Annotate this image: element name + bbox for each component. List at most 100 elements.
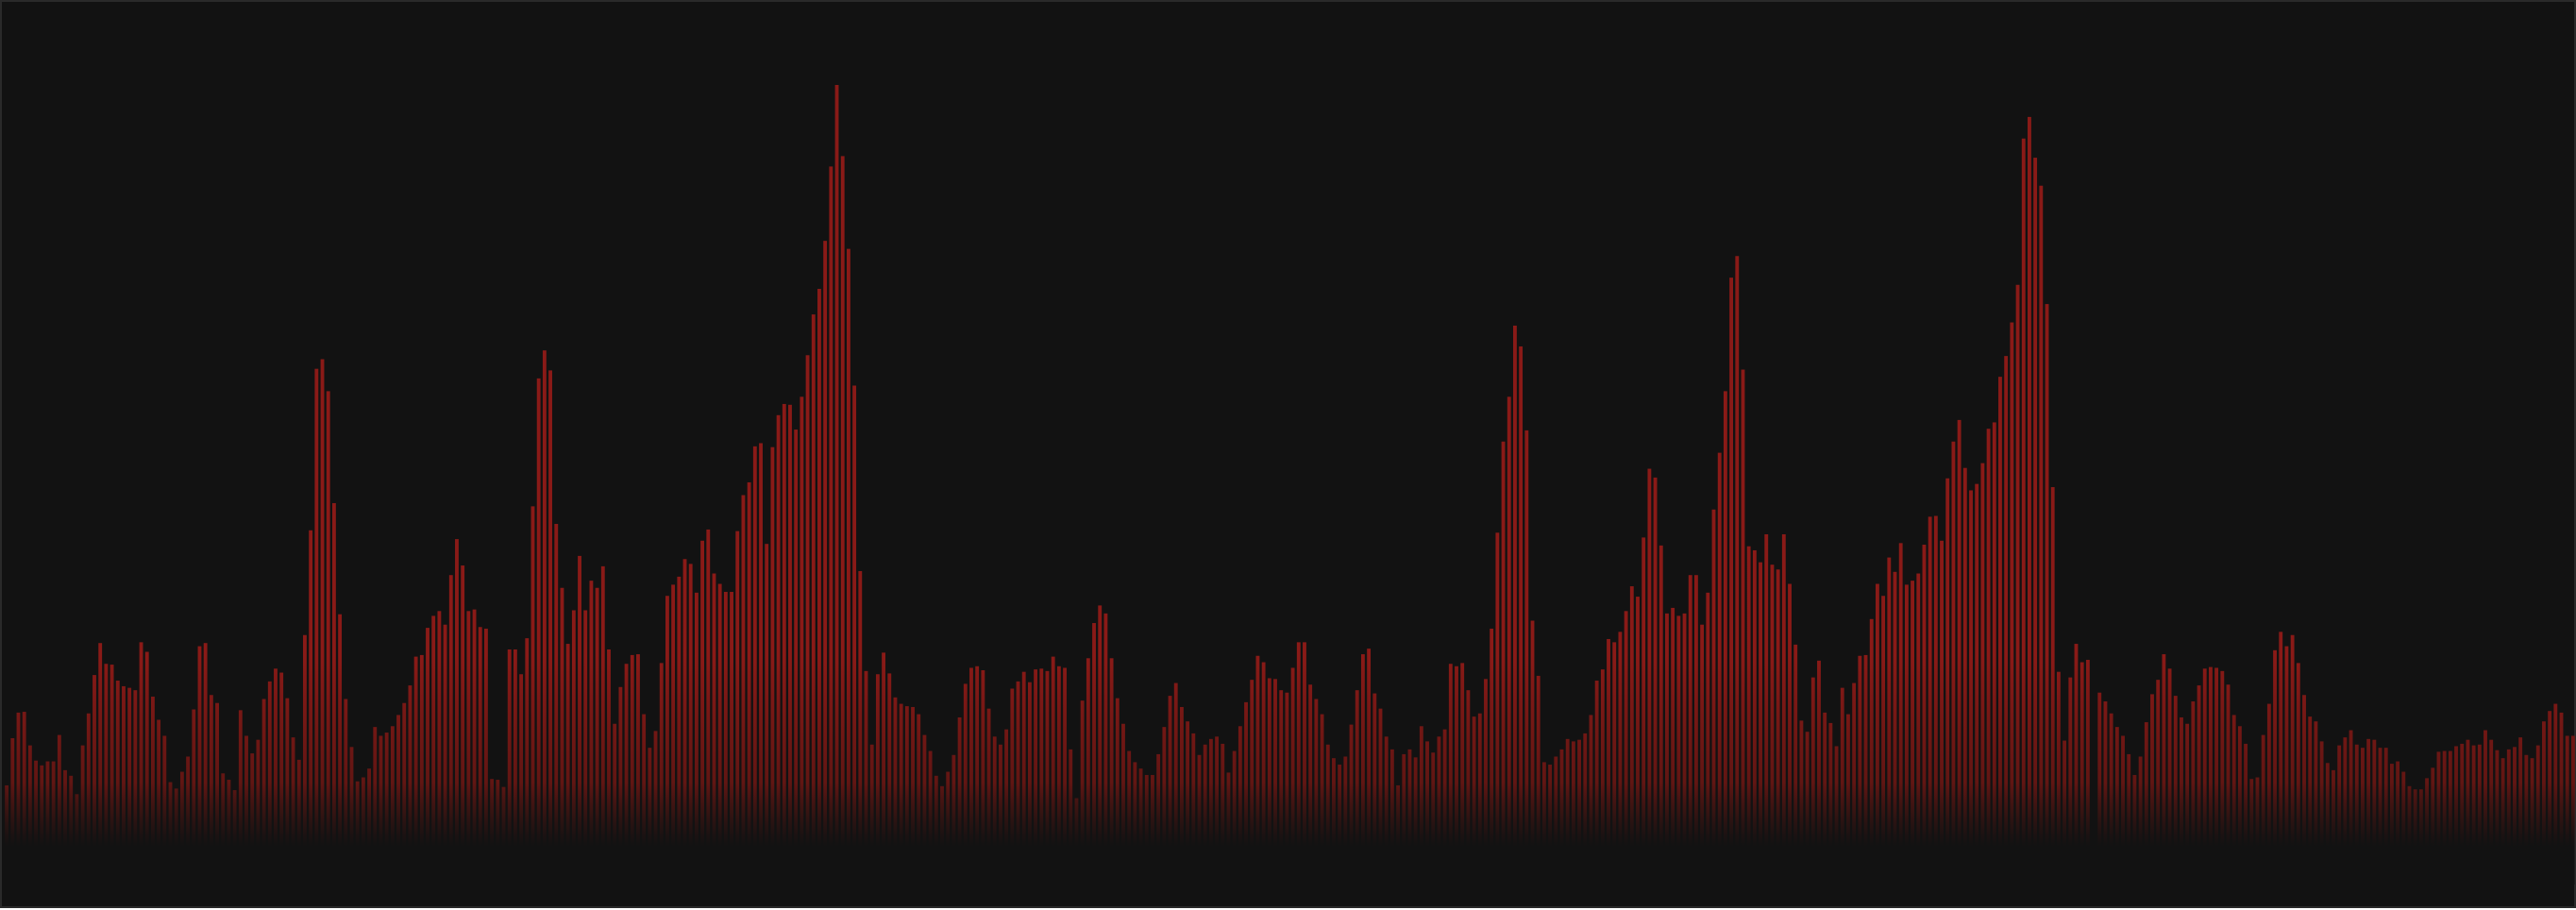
bar [2372, 739, 2377, 885]
bar [1980, 463, 1985, 885]
bar [344, 699, 348, 885]
bar [2570, 735, 2575, 885]
bar [1793, 644, 1798, 885]
bar [472, 609, 477, 885]
bar [899, 703, 903, 885]
bar [1711, 509, 1716, 885]
bar [1565, 738, 1570, 885]
bar [174, 788, 178, 885]
bar [1998, 377, 2002, 885]
bar [1735, 256, 1740, 885]
bar [834, 85, 839, 885]
bar [911, 706, 915, 885]
bar [981, 670, 985, 885]
bar [700, 540, 705, 885]
bar [1460, 663, 1465, 885]
bar [1571, 741, 1575, 885]
bar [1694, 575, 1698, 885]
bar [250, 753, 255, 885]
bar [823, 241, 828, 885]
bar [1448, 664, 1453, 885]
bar [852, 385, 857, 885]
bar [437, 611, 442, 885]
bar [1676, 615, 1681, 885]
bar [1413, 757, 1418, 885]
bar [1267, 678, 1271, 885]
bar [887, 673, 892, 885]
bar [338, 614, 343, 885]
bar [1255, 655, 1260, 885]
bar [98, 643, 103, 885]
bar [455, 539, 459, 885]
bar [2314, 721, 2318, 885]
bar [2173, 696, 2178, 885]
bar [168, 782, 173, 885]
bar [648, 748, 652, 885]
bar [2308, 716, 2313, 885]
bar [2524, 754, 2529, 885]
bar [2337, 745, 2342, 885]
bar [192, 709, 196, 885]
bar [221, 773, 226, 885]
bar [2489, 739, 2494, 885]
bar [759, 443, 763, 885]
bar [2092, 849, 2096, 885]
bar [1519, 345, 1524, 885]
bar [1507, 396, 1511, 885]
bar [2518, 737, 2523, 885]
bar [2033, 158, 2038, 885]
bar [1752, 549, 1757, 885]
bar [946, 771, 951, 885]
bar [1127, 750, 1132, 885]
bar [1437, 736, 1441, 885]
bar [963, 683, 968, 885]
bar [1343, 756, 1348, 885]
bar [2021, 138, 2026, 885]
bar [2197, 685, 2201, 885]
bar [139, 642, 143, 885]
bar [367, 768, 371, 885]
bar [1490, 628, 1494, 885]
bar [1607, 638, 1610, 885]
bar [1928, 516, 1932, 885]
bar [1911, 581, 1914, 885]
bar [496, 780, 500, 885]
bar [1098, 605, 1103, 885]
bar [45, 761, 50, 885]
bar [1314, 699, 1319, 885]
bar [1922, 545, 1927, 885]
bar [595, 587, 599, 885]
bar [86, 713, 91, 885]
bar [589, 581, 594, 885]
bar [1442, 729, 1447, 885]
bar [2460, 743, 2465, 885]
bar [379, 735, 383, 885]
bar [2085, 659, 2090, 885]
bar [2103, 701, 2108, 885]
bar [975, 666, 980, 885]
bar [642, 714, 647, 885]
bar [2056, 671, 2061, 885]
bar [2319, 741, 2324, 885]
bar [2279, 632, 2283, 885]
bar [1180, 706, 1184, 885]
bar [1746, 546, 1751, 885]
bar [2548, 711, 2552, 885]
bar [2325, 763, 2330, 885]
bar [1080, 700, 1085, 885]
bar [519, 674, 524, 885]
bar [624, 664, 629, 885]
bar [659, 663, 664, 885]
bar [2513, 747, 2517, 885]
bar [1138, 768, 1143, 885]
bar [2500, 758, 2505, 885]
bar [413, 656, 418, 885]
bar [2471, 745, 2476, 885]
bar [1629, 586, 1634, 885]
bar [618, 686, 623, 885]
bar [1975, 483, 1979, 885]
bar [1840, 687, 1844, 885]
bar [1074, 798, 1079, 885]
bar [688, 564, 693, 885]
bar [2425, 778, 2429, 885]
